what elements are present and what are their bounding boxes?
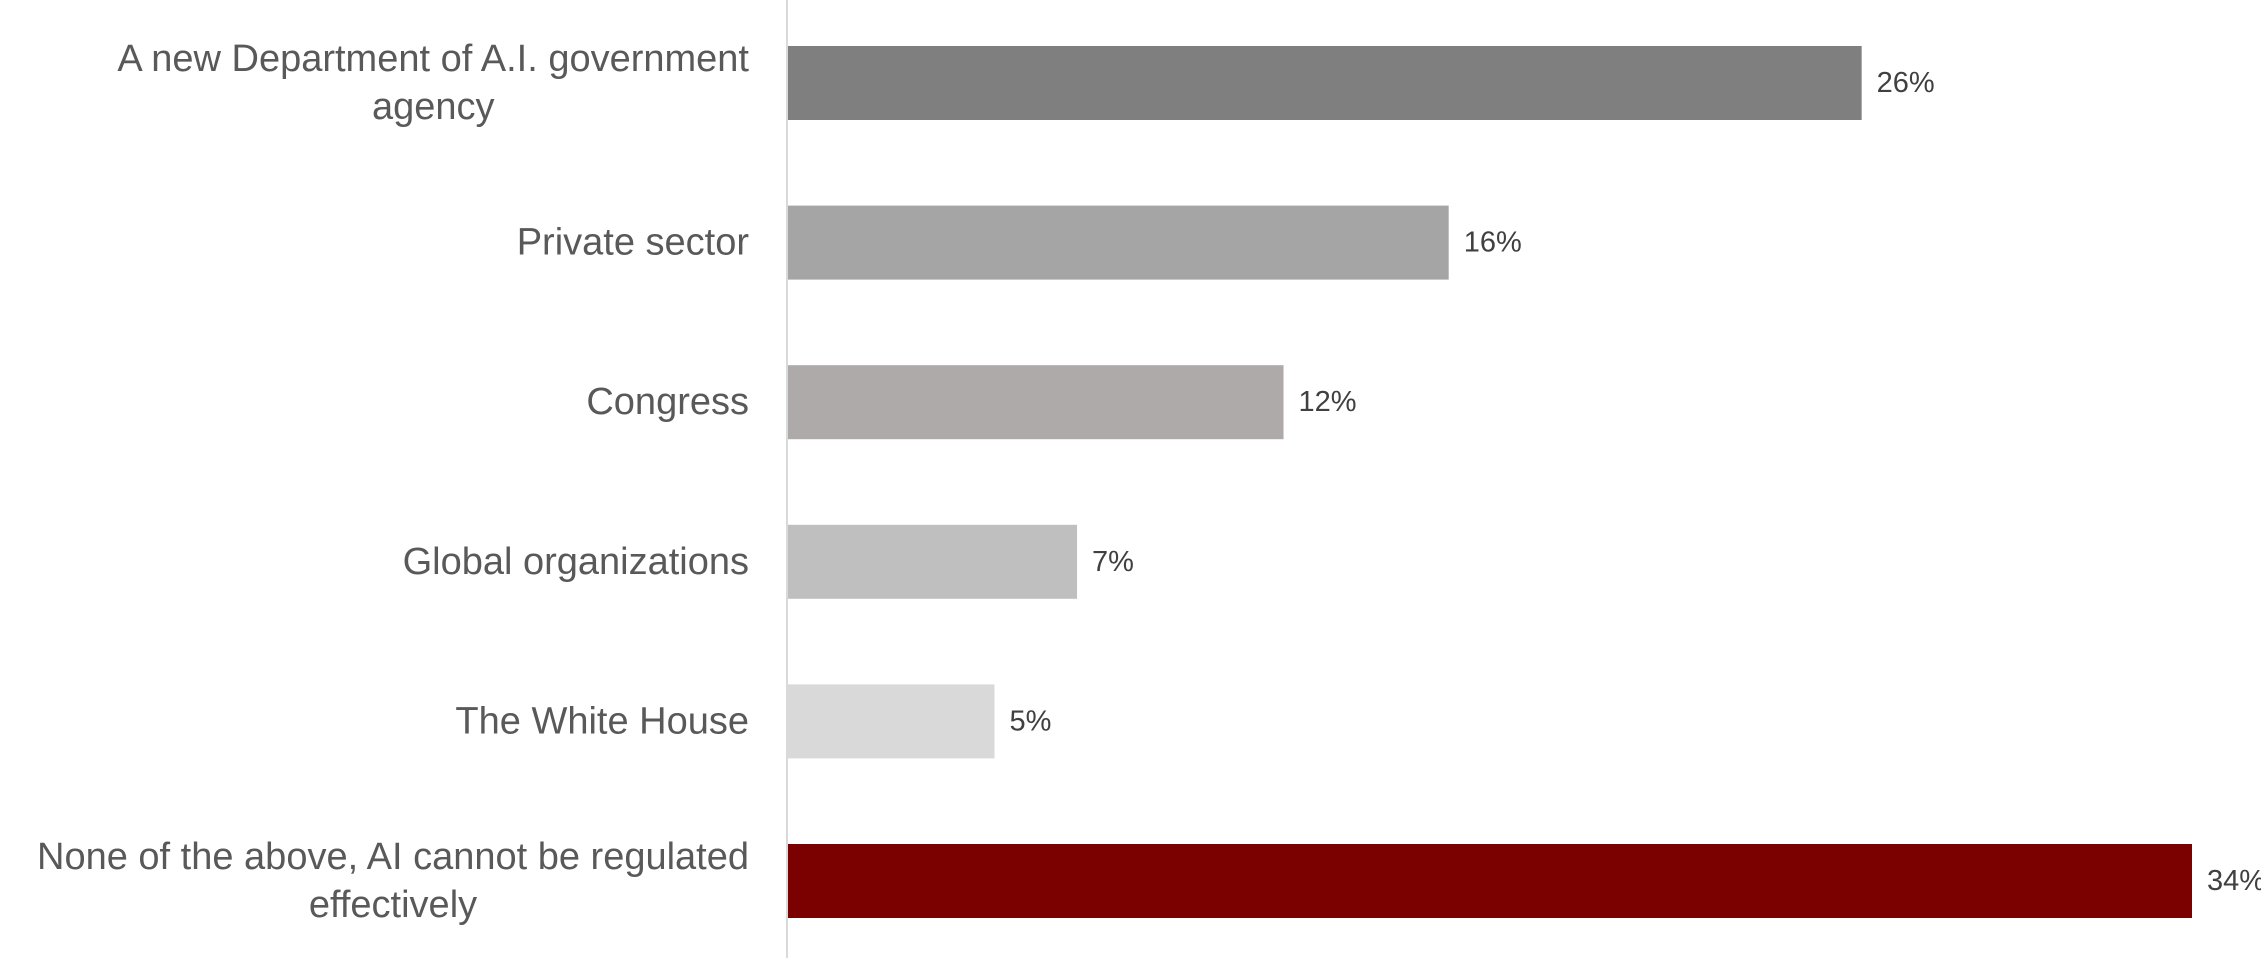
category-label-5-line-1: effectively xyxy=(309,884,477,926)
value-labels-group: 26% 16% 12% 7% 5% 34% xyxy=(1009,67,2261,897)
category-label-3: Global organizations xyxy=(403,541,749,583)
category-label-0: A new Department of A.I. government agenc… xyxy=(117,38,749,128)
value-label-2: 12% xyxy=(1299,386,1357,418)
value-label-1: 16% xyxy=(1464,227,1522,259)
bar-0 xyxy=(788,46,1862,120)
category-label-5: None of the above, AI cannot be regulate… xyxy=(37,836,749,926)
value-label-4: 5% xyxy=(1009,705,1051,737)
category-label-0-line-0: A new Department of A.I. government xyxy=(117,38,749,80)
bar-2 xyxy=(788,365,1284,440)
category-labels-group: A new Department of A.I. government agenc… xyxy=(37,38,749,926)
bar-1 xyxy=(788,205,1449,280)
value-label-3: 7% xyxy=(1092,546,1134,578)
category-label-4: The White House xyxy=(455,700,749,742)
bar-5 xyxy=(788,844,2192,918)
bars-group xyxy=(788,46,2192,918)
value-label-0: 26% xyxy=(1877,67,1935,99)
category-label-5-line-0: None of the above, AI cannot be regulate… xyxy=(37,836,749,878)
category-label-0-line-1: agency xyxy=(372,86,495,128)
bar-4 xyxy=(788,684,995,759)
category-label-1: Private sector xyxy=(517,222,750,264)
value-label-5: 34% xyxy=(2207,865,2261,897)
bar-3 xyxy=(788,524,1078,599)
category-label-2: Congress xyxy=(586,381,749,423)
